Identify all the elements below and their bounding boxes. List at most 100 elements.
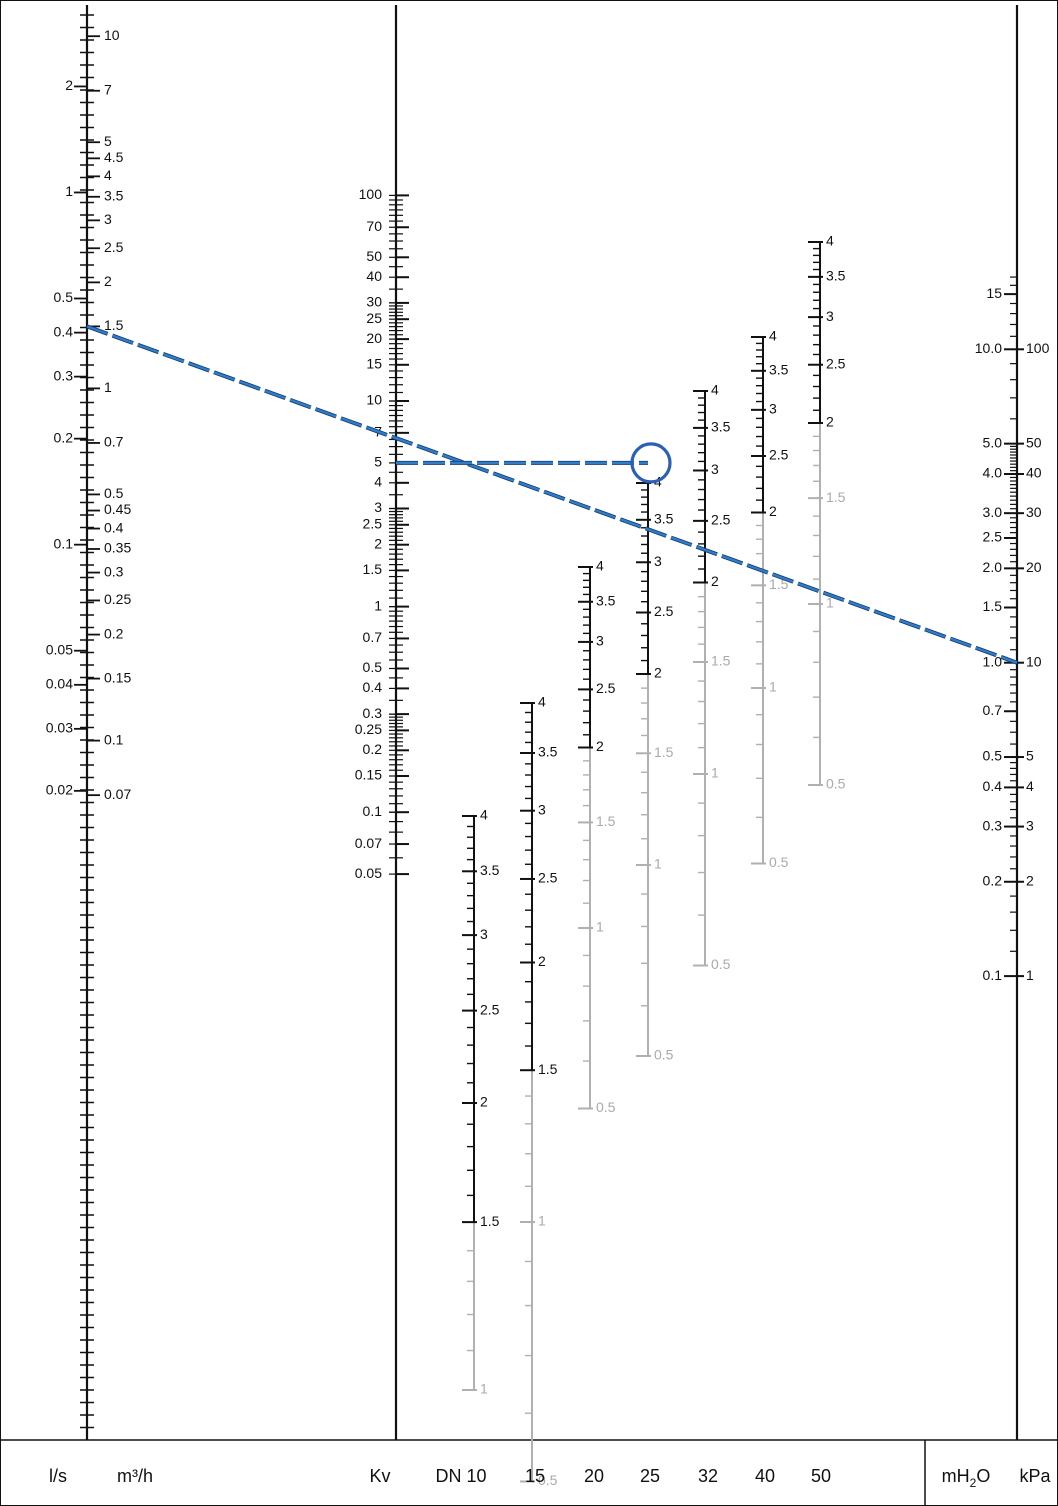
dn-tick-label: 3.5 bbox=[596, 592, 616, 608]
footer-label-dn50: 50 bbox=[811, 1466, 831, 1486]
kv-tick-label: 50 bbox=[366, 248, 382, 264]
dn-tick-label-gray: 1 bbox=[769, 679, 777, 695]
dn-tick-label: 2 bbox=[538, 953, 546, 969]
dn-tick-label: 4 bbox=[711, 382, 719, 398]
m3h-tick-label: 0.4 bbox=[104, 519, 124, 535]
dn-tick-label-gray: 1 bbox=[711, 765, 719, 781]
ls-tick-label: 0.04 bbox=[46, 676, 73, 692]
m3h-tick-label: 3 bbox=[104, 211, 112, 227]
dn-tick-label: 3.5 bbox=[538, 744, 558, 760]
kv-tick-label: 20 bbox=[366, 330, 382, 346]
dn-tick-label-gray: 1 bbox=[480, 1381, 488, 1397]
ls-tick-label: 0.5 bbox=[54, 289, 74, 305]
dn-tick-label-gray: 1 bbox=[538, 1213, 546, 1229]
footer-label-m3h: m³/h bbox=[117, 1466, 153, 1486]
dn-tick-label-gray: 0.5 bbox=[538, 1472, 558, 1488]
ls-tick-label: 0.02 bbox=[46, 782, 73, 798]
dn-tick-label: 2.5 bbox=[711, 512, 731, 528]
m3h-tick-label: 1 bbox=[104, 379, 112, 395]
dn-tick-label-gray: 0.5 bbox=[654, 1047, 674, 1063]
footer-label-dn40: 40 bbox=[755, 1466, 775, 1486]
dn-tick-label-gray: 1 bbox=[826, 595, 834, 611]
kv-tick-label: 1.5 bbox=[363, 561, 383, 577]
kpa-tick-label: 30 bbox=[1026, 504, 1042, 520]
footer-label-kpa: kPa bbox=[1019, 1466, 1051, 1486]
mh2o-tick-label: 5.0 bbox=[983, 434, 1003, 450]
m3h-tick-label: 3.5 bbox=[104, 187, 124, 203]
dn-tick-label: 1.5 bbox=[480, 1213, 500, 1229]
dn-tick-label: 2.5 bbox=[596, 680, 616, 696]
dn-tick-label: 1.5 bbox=[538, 1061, 558, 1077]
kv-tick-label: 30 bbox=[366, 294, 382, 310]
m3h-tick-label: 0.07 bbox=[104, 786, 131, 802]
kpa-tick-label: 50 bbox=[1026, 434, 1042, 450]
footer-label-dn20: 20 bbox=[584, 1466, 604, 1486]
dn-tick-label-gray: 1.5 bbox=[596, 813, 616, 829]
ls-tick-label: 0.03 bbox=[46, 720, 73, 736]
dn-tick-label: 4 bbox=[538, 694, 546, 710]
example-setting-marker bbox=[630, 442, 672, 484]
footer-label-mh2o: mH2O bbox=[942, 1466, 991, 1490]
kv-tick-label: 0.5 bbox=[363, 659, 383, 675]
m3h-tick-label: 4 bbox=[104, 167, 112, 183]
kpa-tick-label: 40 bbox=[1026, 465, 1042, 481]
dn-tick-label: 3.5 bbox=[769, 362, 789, 378]
kpa-tick-label: 10 bbox=[1026, 653, 1042, 669]
m3h-tick-label: 0.2 bbox=[104, 625, 124, 641]
kv-tick-label: 25 bbox=[366, 310, 382, 326]
dn-tick-label: 2 bbox=[769, 503, 777, 519]
example-flow-pressure-line bbox=[86, 325, 1018, 664]
ls-tick-label: 1 bbox=[65, 183, 73, 199]
footer-label-dn10: DN 10 bbox=[435, 1466, 486, 1486]
mh2o-tick-label: 2.0 bbox=[983, 559, 1003, 575]
mh2o-tick-label: 0.4 bbox=[983, 778, 1003, 794]
m3h-tick-label: 5 bbox=[104, 133, 112, 149]
mh2o-tick-label: 0.1 bbox=[983, 967, 1003, 983]
mh2o-tick-label: 1.0 bbox=[983, 653, 1003, 669]
m3h-tick-label: 0.15 bbox=[104, 669, 131, 685]
dn-tick-label-gray: 0.5 bbox=[711, 956, 731, 972]
m3h-tick-label: 4.5 bbox=[104, 149, 124, 165]
kv-tick-label: 0.15 bbox=[355, 767, 382, 783]
m3h-tick-label: 7 bbox=[104, 81, 112, 97]
dn-tick-label: 3.5 bbox=[826, 268, 846, 284]
dn-tick-label: 4 bbox=[826, 233, 834, 249]
dn-tick-label-gray: 0.5 bbox=[769, 854, 789, 870]
m3h-tick-label: 0.45 bbox=[104, 501, 131, 517]
dn-tick-label-gray: 0.5 bbox=[826, 776, 846, 792]
kv-tick-label: 0.7 bbox=[363, 629, 383, 645]
dn-tick-label-gray: 1.5 bbox=[826, 489, 846, 505]
kpa-tick-label: 2 bbox=[1026, 872, 1034, 888]
dn-tick-label-gray: 1.5 bbox=[711, 653, 731, 669]
dn-tick-label: 3 bbox=[654, 553, 662, 569]
m3h-tick-label: 10 bbox=[104, 27, 120, 43]
kpa-tick-label: 100 bbox=[1026, 340, 1050, 356]
dn-tick-label: 2.5 bbox=[826, 355, 846, 371]
mh2o-tick-label: 0.7 bbox=[983, 702, 1003, 718]
kv-tick-label: 3 bbox=[374, 499, 382, 515]
m3h-tick-label: 0.7 bbox=[104, 434, 124, 450]
dn-tick-label: 3 bbox=[711, 461, 719, 477]
dn-tick-label: 2 bbox=[826, 414, 834, 430]
footer-label-dn32: 32 bbox=[698, 1466, 718, 1486]
footer-label-dn15: 15 bbox=[525, 1466, 545, 1486]
dn-tick-label: 3 bbox=[769, 401, 777, 417]
mh2o-tick-label: 3.0 bbox=[983, 504, 1003, 520]
m3h-tick-label: 1.5 bbox=[104, 317, 124, 333]
dn-tick-label: 2.5 bbox=[538, 870, 558, 886]
dn-tick-label: 2 bbox=[711, 573, 719, 589]
scale-labels: 10754.543.532.521.510.70.50.450.40.350.3… bbox=[46, 27, 1050, 1488]
kv-tick-label: 4 bbox=[374, 474, 382, 490]
kv-tick-label: 100 bbox=[359, 186, 383, 202]
mh2o-tick-label: 2.5 bbox=[983, 529, 1003, 545]
m3h-tick-label: 0.25 bbox=[104, 591, 131, 607]
mh2o-tick-label: 4.0 bbox=[983, 465, 1003, 481]
kpa-tick-label: 4 bbox=[1026, 778, 1034, 794]
footer-row: l/s m³/h Kv DN 10 15 20 25 32 40 50 mH2O… bbox=[49, 1466, 1051, 1490]
m3h-tick-label: 0.3 bbox=[104, 563, 124, 579]
ls-tick-label: 0.05 bbox=[46, 641, 73, 657]
mh2o-tick-label: 0.3 bbox=[983, 817, 1003, 833]
kpa-tick-label: 5 bbox=[1026, 748, 1034, 764]
dn-tick-label: 3.5 bbox=[654, 510, 674, 526]
